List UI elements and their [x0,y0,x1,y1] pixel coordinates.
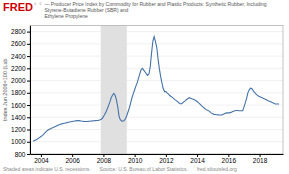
x-tick-label: 2006 [65,157,80,164]
y-tick-label: 1000 [11,138,26,145]
y-tick: 1800 [11,89,30,96]
y-tick-mark [27,105,30,106]
grid-line [30,154,283,155]
y-axis-title: Index Jun 2006=100 (Lab [2,58,8,121]
y-tick-label: 1400 [11,114,26,121]
footnote: Source: U.S. Bureau of Labor Statistics. [100,166,188,172]
y-tick-mark [27,56,30,57]
y-tick: 800 [15,151,30,158]
data-line [33,37,279,142]
footnote: fred.stlouisfed.org [197,166,237,172]
subtitle: Ethylene Propylene [44,13,88,19]
subtitle-line: Ethylene Propylene [44,13,88,19]
y-tick: 2400 [11,53,30,60]
y-tick-label: 1200 [11,126,26,133]
subtitle: — Producer Price Index by Commodity for … [44,1,266,13]
x-tick-label: 2016 [222,157,237,164]
y-tick-mark [27,93,30,94]
x-tick-label: 2010 [128,157,143,164]
y-tick-mark [27,154,30,155]
logo-mark: â¢ [34,1,41,6]
grid-line [30,129,283,130]
y-tick-mark [27,44,30,45]
grid-line [30,31,283,32]
chart: FREDâ¢— Producer Price Index by Commodi… [0,0,289,174]
y-tick-label: 800 [15,151,26,158]
y-tick-label: 1800 [11,89,26,96]
plot-frame [30,26,283,155]
y-tick: 2600 [11,40,30,47]
y-tick-mark [27,81,30,82]
grid [30,32,283,154]
recession-band [101,26,127,155]
x-tick-label: 2012 [159,157,174,164]
y-tick-label: 2200 [11,65,26,72]
y-tick: 1000 [11,138,30,145]
grid-line [30,56,283,57]
y-tick-label: 2600 [11,40,26,47]
y-tick-label: 1600 [11,102,26,109]
title: FRED [3,1,33,13]
y-tick-mark [27,142,30,143]
x-tick-label: 2014 [190,157,205,164]
y-tick: 2200 [11,65,30,72]
x-tick: 2016 [222,154,237,164]
y-tick-label: 2000 [11,77,26,84]
y-tick-label: 2800 [11,28,26,35]
x-tick: 2008 [97,154,112,164]
y-tick: 1200 [11,126,30,133]
grid-line [30,141,283,142]
plot-area [33,26,279,155]
y-tick: 1600 [11,102,30,109]
y-tick-mark [27,117,30,118]
x-tick: 2018 [253,154,268,164]
y-tick: 2000 [11,77,30,84]
x-tick: 2012 [159,154,174,164]
grid-line [30,92,283,93]
y-tick: 1400 [11,114,30,121]
x-tick-label: 2008 [97,157,112,164]
x-axis-line [31,154,284,155]
grid-line [30,68,283,69]
x-tick: 2004 [34,154,49,164]
y-tick-mark [27,32,30,33]
y-tick: 2800 [11,28,30,35]
x-tick: 2014 [190,154,205,164]
footnote: Shaded areas indicate U.S. recessions. [3,166,91,172]
y-tick-mark [27,68,30,69]
x-axis: 2004 2006 2008 2010 2012 2014 2016 2018 [31,154,284,164]
grid-line [30,117,283,118]
y-tick-label: 2400 [11,53,26,60]
y-axis-line [30,26,31,155]
grid-line [30,80,283,81]
x-tick-label: 2018 [253,157,268,164]
y-tick-mark [27,130,30,131]
x-tick: 2010 [128,154,143,164]
x-tick: 2006 [65,154,80,164]
y-axis: 800 1000 1200 1400 1600 1800 2000 2200 2400 2600 2… [11,26,30,158]
x-tick-label: 2004 [34,157,49,164]
